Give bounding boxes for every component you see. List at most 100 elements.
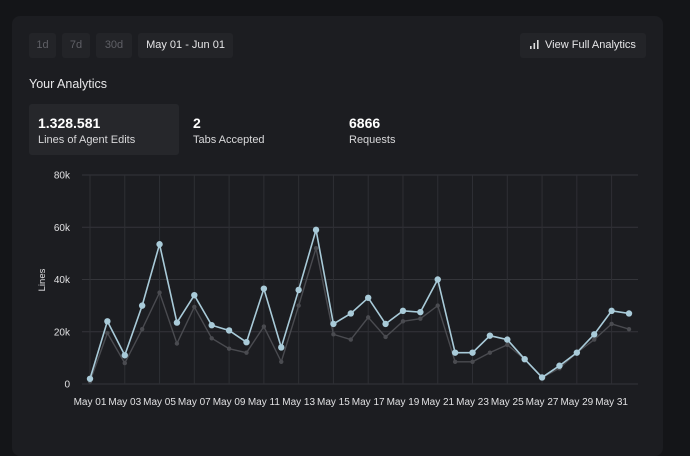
y-tick-label: 60k: [54, 223, 71, 234]
data-point-primary: [121, 352, 128, 359]
data-point-primary: [208, 322, 215, 329]
data-point-secondary: [452, 359, 458, 364]
data-point-primary: [625, 310, 633, 317]
data-point-secondary: [296, 303, 301, 308]
data-point-primary: [469, 349, 476, 356]
data-point-primary: [364, 294, 372, 301]
x-tick-label: May 03: [108, 397, 141, 408]
y-tick-label: 0: [64, 380, 70, 391]
data-point-primary: [260, 285, 268, 292]
data-point-primary: [591, 331, 598, 338]
data-point-secondary: [313, 245, 319, 251]
data-point-primary: [225, 327, 233, 334]
data-point-primary: [243, 339, 250, 346]
data-point-secondary: [122, 360, 127, 366]
data-point-primary: [86, 375, 94, 382]
x-tick-label: May 25: [491, 397, 524, 408]
data-point-secondary: [400, 319, 406, 324]
x-tick-label: May 29: [560, 397, 593, 408]
data-point-secondary: [244, 350, 249, 355]
data-point-secondary: [365, 315, 371, 320]
data-point-primary: [347, 310, 355, 317]
range-7d-button[interactable]: 7d: [62, 33, 90, 58]
data-point-primary: [191, 291, 198, 299]
data-point-secondary: [348, 337, 354, 342]
data-point-primary: [278, 344, 285, 351]
data-point-primary: [451, 349, 459, 356]
x-tick-label: May 19: [387, 397, 420, 408]
data-point-primary: [538, 374, 546, 381]
stat-label: Lines of Agent Edits: [38, 134, 136, 146]
x-tick-label: May 31: [595, 397, 628, 408]
x-tick-label: May 07: [178, 397, 211, 408]
data-point-secondary: [435, 303, 440, 308]
data-point-secondary: [592, 337, 597, 342]
x-tick-label: May 23: [456, 397, 489, 408]
data-point-primary: [573, 349, 581, 356]
data-point-primary: [156, 241, 163, 248]
view-full-analytics-button[interactable]: View Full Analytics: [520, 33, 646, 58]
data-point-secondary: [470, 359, 475, 364]
stat-value: 2: [193, 115, 201, 131]
data-point-primary: [330, 320, 337, 328]
stat-label: Requests: [349, 134, 396, 146]
analytics-card: [12, 16, 663, 456]
x-tick-label: May 09: [213, 397, 246, 408]
x-tick-label: May 17: [352, 397, 385, 408]
data-point-secondary: [192, 304, 197, 310]
stat-tabs-accepted[interactable]: 2 Tabs Accepted: [184, 104, 334, 155]
data-point-primary: [104, 318, 111, 325]
series-line-secondary: [89, 247, 630, 382]
data-point-secondary: [505, 342, 510, 348]
data-point-primary: [173, 319, 181, 326]
data-point-primary: [486, 332, 494, 339]
y-axis-label: Lines: [37, 268, 48, 291]
data-point-secondary: [157, 290, 162, 295]
data-point-secondary: [383, 334, 388, 340]
view-full-analytics-label: View Full Analytics: [545, 39, 636, 51]
date-range-button[interactable]: May 01 - Jun 01: [138, 33, 233, 58]
data-point-primary: [504, 336, 511, 343]
stat-value: 1.328.581: [38, 115, 101, 131]
x-tick-label: May 11: [248, 397, 280, 408]
data-point-secondary: [105, 330, 110, 336]
range-1d-button[interactable]: 1d: [29, 33, 56, 58]
data-point-secondary: [331, 332, 336, 337]
data-point-primary: [556, 362, 563, 369]
data-point-secondary: [261, 324, 267, 329]
data-point-primary: [312, 226, 320, 234]
section-title: Your Analytics: [29, 77, 108, 91]
data-point-primary: [434, 276, 441, 283]
data-point-secondary: [418, 316, 423, 321]
stat-agent-edits[interactable]: 1.328.581 Lines of Agent Edits: [29, 104, 179, 155]
y-tick-label: 40k: [54, 275, 71, 286]
data-point-secondary: [139, 326, 145, 332]
data-point-primary: [521, 355, 528, 363]
stat-requests[interactable]: 6866 Requests: [340, 104, 490, 155]
data-point-secondary: [626, 326, 632, 332]
data-point-secondary: [279, 359, 284, 364]
series-line-primary: [89, 229, 630, 380]
data-point-secondary: [487, 350, 493, 355]
data-point-primary: [295, 286, 302, 294]
data-point-primary: [608, 307, 615, 315]
data-point-secondary: [226, 346, 232, 351]
range-30d-button[interactable]: 30d: [96, 33, 132, 58]
y-tick-label: 80k: [54, 171, 71, 182]
data-point-primary: [138, 302, 146, 309]
x-tick-label: May 15: [317, 397, 350, 408]
bar-chart-icon: [530, 34, 539, 59]
x-tick-label: May 05: [143, 397, 176, 408]
x-tick-label: May 13: [282, 397, 315, 408]
data-point-secondary: [174, 341, 180, 346]
data-point-primary: [382, 320, 389, 328]
x-tick-label: May 01: [74, 397, 107, 408]
data-point-primary: [417, 308, 424, 316]
x-tick-label: May 21: [421, 397, 454, 408]
data-point-primary: [399, 307, 407, 315]
stat-value: 6866: [349, 115, 381, 131]
stat-label: Tabs Accepted: [193, 134, 265, 146]
x-tick-label: May 27: [526, 397, 559, 408]
y-tick-label: 20k: [54, 327, 71, 338]
